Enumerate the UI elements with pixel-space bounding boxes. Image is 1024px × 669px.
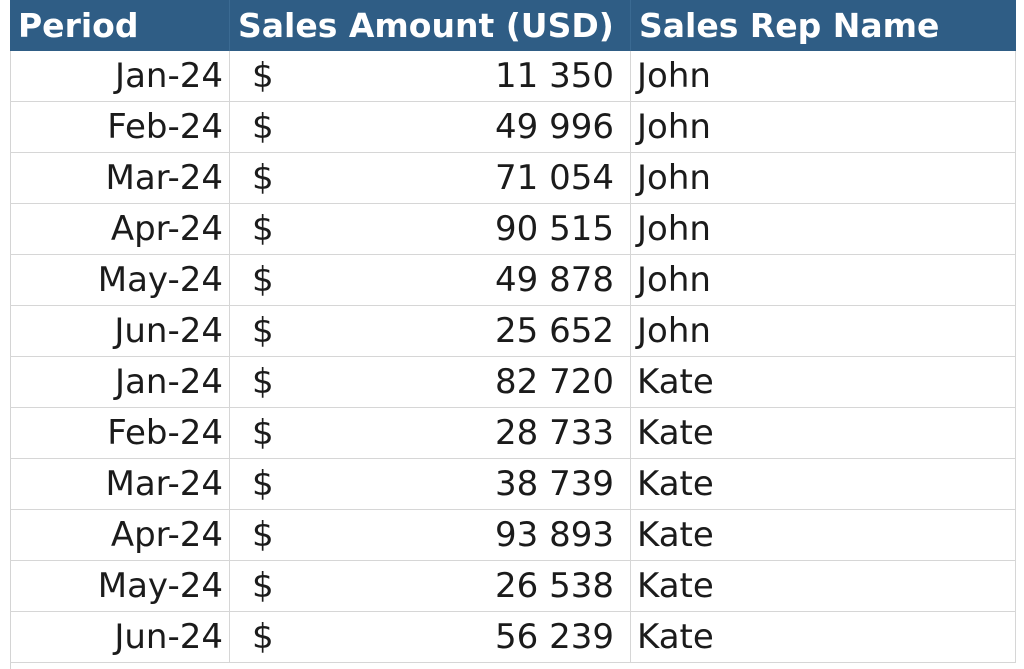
period-cell[interactable]: May-24	[10, 255, 230, 306]
header-cell-sales-rep[interactable]: Sales Rep Name	[631, 0, 1016, 51]
period-cell[interactable]: Apr-24	[10, 204, 230, 255]
period-cell[interactable]: Mar-24	[10, 153, 230, 204]
sales-rep-cell[interactable]: Kate	[631, 561, 1016, 612]
sales-rep-cell[interactable]: Kate	[631, 357, 1016, 408]
sales-amount-cell[interactable]: $38 739	[230, 459, 631, 510]
sales-amount-value: 25 652	[495, 311, 614, 351]
sales-amount-value: 49 996	[495, 107, 614, 147]
currency-symbol: $	[252, 209, 274, 249]
sales-amount-value: 56 239	[495, 617, 614, 657]
period-cell[interactable]: Jan-24	[10, 357, 230, 408]
currency-symbol: $	[252, 56, 274, 96]
currency-symbol: $	[252, 566, 274, 606]
currency-symbol: $	[252, 260, 274, 300]
header-cell-period[interactable]: Period	[10, 0, 230, 51]
currency-symbol: $	[252, 464, 274, 504]
currency-symbol: $	[252, 158, 274, 198]
period-cell[interactable]: Jun-24	[10, 306, 230, 357]
period-cell[interactable]: Apr-24	[10, 510, 230, 561]
sales-amount-value: 49 878	[495, 260, 614, 300]
currency-symbol: $	[252, 362, 274, 402]
sales-rep-cell[interactable]: John	[631, 153, 1016, 204]
sales-table: Period Sales Amount (USD) Sales Rep Name…	[10, 0, 1016, 663]
sales-amount-cell[interactable]: $49 996	[230, 102, 631, 153]
previous-column-edge[interactable]	[0, 0, 11, 669]
sales-amount-value: 11 350	[495, 56, 614, 96]
sales-amount-cell[interactable]: $56 239	[230, 612, 631, 663]
currency-symbol: $	[252, 311, 274, 351]
sales-amount-cell[interactable]: $28 733	[230, 408, 631, 459]
sales-amount-cell[interactable]: $49 878	[230, 255, 631, 306]
sales-amount-cell[interactable]: $93 893	[230, 510, 631, 561]
sales-amount-value: 90 515	[495, 209, 614, 249]
sales-amount-value: 82 720	[495, 362, 614, 402]
sales-amount-cell[interactable]: $82 720	[230, 357, 631, 408]
period-cell[interactable]: Jun-24	[10, 612, 230, 663]
sales-amount-cell[interactable]: $71 054	[230, 153, 631, 204]
sales-amount-cell[interactable]: $26 538	[230, 561, 631, 612]
header-cell-sales-amount[interactable]: Sales Amount (USD)	[230, 0, 631, 51]
period-cell[interactable]: Feb-24	[10, 102, 230, 153]
currency-symbol: $	[252, 413, 274, 453]
period-cell[interactable]: May-24	[10, 561, 230, 612]
sales-rep-cell[interactable]: Kate	[631, 408, 1016, 459]
currency-symbol: $	[252, 107, 274, 147]
period-cell[interactable]: Jan-24	[10, 51, 230, 102]
period-cell[interactable]: Mar-24	[10, 459, 230, 510]
sales-amount-cell[interactable]: $11 350	[230, 51, 631, 102]
sales-amount-cell[interactable]: $25 652	[230, 306, 631, 357]
sales-rep-cell[interactable]: John	[631, 102, 1016, 153]
sales-rep-cell[interactable]: John	[631, 204, 1016, 255]
currency-symbol: $	[252, 515, 274, 555]
currency-symbol: $	[252, 617, 274, 657]
sales-rep-cell[interactable]: Kate	[631, 612, 1016, 663]
sales-rep-cell[interactable]: John	[631, 306, 1016, 357]
sales-amount-value: 38 739	[495, 464, 614, 504]
sales-amount-cell[interactable]: $90 515	[230, 204, 631, 255]
sales-amount-value: 93 893	[495, 515, 614, 555]
sales-rep-cell[interactable]: Kate	[631, 510, 1016, 561]
sales-amount-value: 71 054	[495, 158, 614, 198]
sales-amount-value: 26 538	[495, 566, 614, 606]
sales-rep-cell[interactable]: John	[631, 255, 1016, 306]
sales-rep-cell[interactable]: Kate	[631, 459, 1016, 510]
period-cell[interactable]: Feb-24	[10, 408, 230, 459]
sales-amount-value: 28 733	[495, 413, 614, 453]
sales-rep-cell[interactable]: John	[631, 51, 1016, 102]
